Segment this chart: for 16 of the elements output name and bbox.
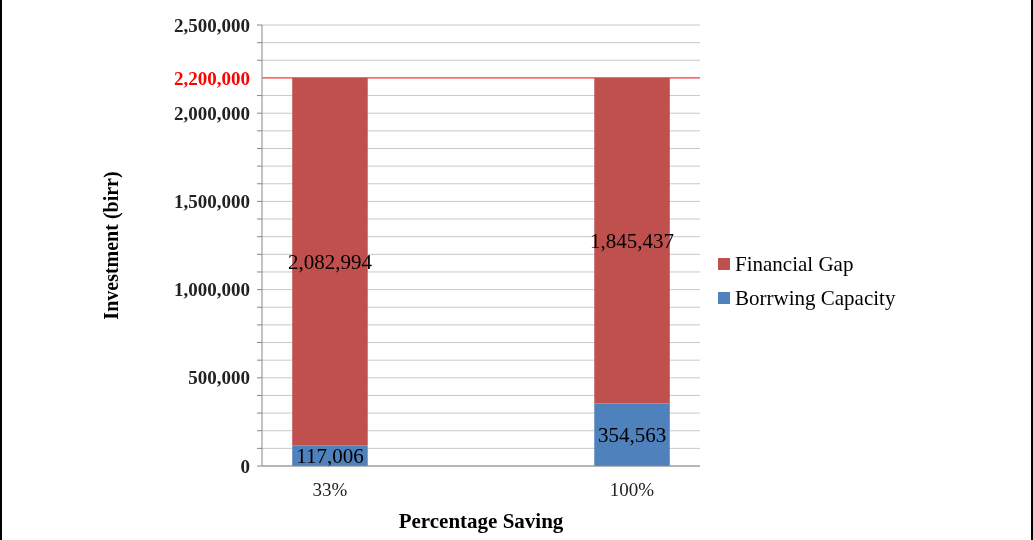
data-label: 117,006 [296, 444, 364, 469]
y-tick-label: 1,500,000 [174, 191, 250, 213]
y-tick-label: 2,000,000 [174, 102, 250, 124]
ref-line-label: 2,200,000 [174, 67, 250, 89]
y-tick-label: 500,000 [188, 367, 250, 389]
data-label: 354,563 [597, 423, 667, 448]
y-tick-label: 0 [240, 455, 250, 477]
y-axis-title: Investment (birr) [100, 171, 123, 320]
legend-label: Financial Gap [735, 252, 854, 277]
y-tick-label: 2,500,000 [174, 14, 250, 36]
x-tick-label: 100% [609, 479, 655, 500]
x-axis-title: Percentage Saving [398, 509, 564, 533]
y-tick-label: 1,000,000 [174, 279, 250, 301]
legend-label: Borrwing Capacity [735, 286, 896, 311]
bar [594, 403, 670, 466]
x-tick-label: 33% [312, 479, 348, 500]
